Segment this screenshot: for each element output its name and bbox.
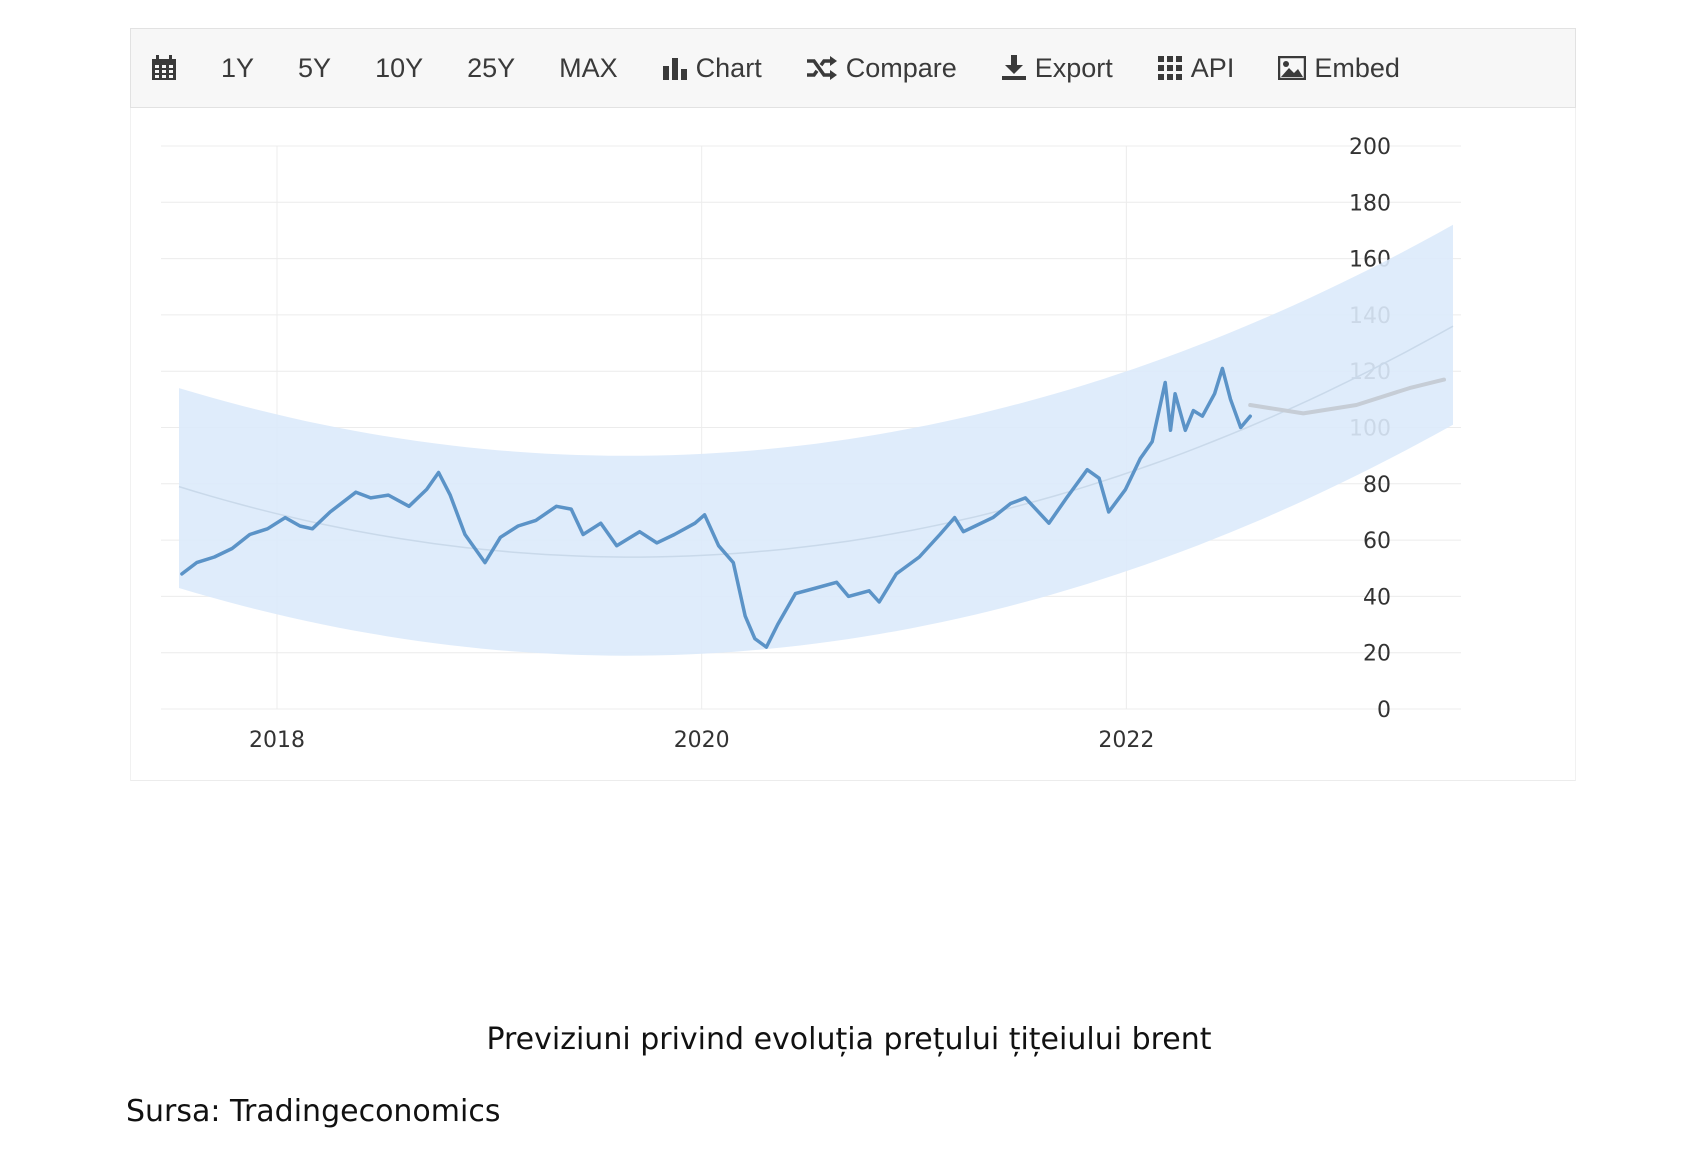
export-button[interactable]: Export [1001,53,1113,84]
range-25y-button[interactable]: 25Y [467,52,516,83]
forecast-band [179,224,1453,656]
bar-chart-icon [662,58,687,80]
range-5y-button[interactable]: 5Y [298,52,332,83]
embed-button[interactable]: Embed [1278,53,1400,84]
api-label: API [1190,52,1235,83]
y-tick-label: 20 [1363,642,1391,667]
chart-toolbar: 1Y 5Y 10Y 25Y MAX Chart Compare Export [130,28,1576,108]
trend-line [178,325,1454,558]
calendar-icon [152,55,176,80]
y-tick-label: 0 [1377,698,1391,723]
x-tick-label: 2018 [249,728,305,753]
calendar-button[interactable] [151,55,177,81]
forecast-line [1248,377,1446,416]
range-max-button[interactable]: MAX [559,52,618,83]
y-tick-label: 60 [1363,529,1391,554]
range-10y-button[interactable]: 10Y [375,52,424,83]
brent-price-chart: 020406080100120140160180200201820202022 [161,135,1461,753]
source-note: Sursa: Tradingeconomics [126,1094,501,1129]
x-tick-label: 2022 [1098,728,1154,753]
figure-caption: Previziuni privind evoluția prețului țiț… [486,1022,1212,1057]
y-tick-label: 80 [1363,473,1391,498]
export-label: Export [1034,52,1113,83]
y-tick-label: 200 [1349,135,1391,160]
chart-type-button[interactable]: Chart [662,53,762,84]
grid-icon [1157,56,1182,80]
x-tick-label: 2020 [674,728,730,753]
y-tick-label: 40 [1363,585,1391,610]
image-icon [1278,56,1307,80]
chart-panel: 020406080100120140160180200201820202022 [130,108,1576,781]
shuffle-icon [806,56,837,80]
chart-type-label: Chart [695,52,762,83]
api-button[interactable]: API [1157,52,1235,84]
price-line [180,366,1252,649]
embed-label: Embed [1314,52,1400,83]
download-icon [1001,55,1026,80]
range-1y-button[interactable]: 1Y [221,52,255,83]
y-tick-label: 180 [1349,191,1391,216]
compare-label: Compare [845,52,957,83]
compare-button[interactable]: Compare [806,53,957,84]
